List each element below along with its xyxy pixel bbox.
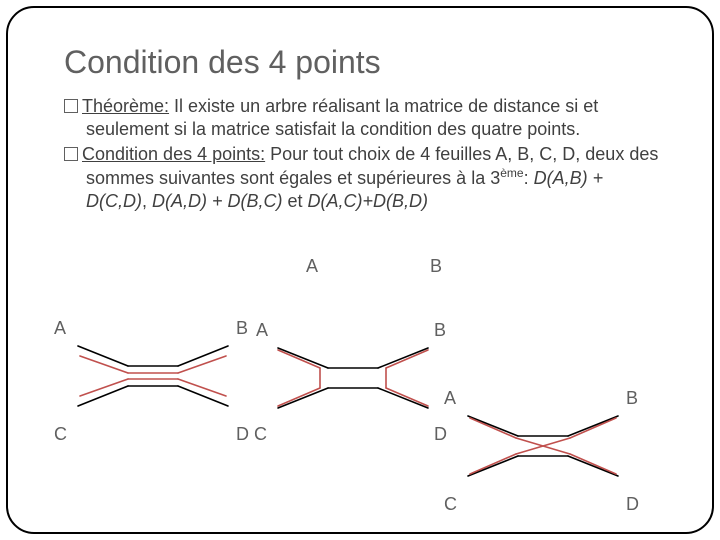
tree-diagram: [258, 320, 458, 440]
tree-label-C: C: [444, 494, 457, 515]
cond-mid: ,: [142, 191, 152, 211]
theorem-label: Théorème:: [82, 96, 169, 116]
tree-label-D: D: [626, 494, 639, 515]
checkbox-icon: [64, 147, 78, 161]
tree-label-A: A: [444, 388, 456, 409]
condition-super: ème: [500, 166, 523, 180]
formula-2: D(A,D) + D(B,C): [152, 191, 283, 211]
tree-label-C: C: [254, 424, 267, 445]
tree-label-A: A: [256, 320, 268, 341]
tree-label-B: B: [626, 388, 638, 409]
tree-label-B: B: [236, 318, 248, 339]
slide-title: Condition des 4 points: [64, 44, 668, 81]
condition-label: Condition des 4 points:: [82, 144, 265, 164]
condition-para: Condition des 4 points: Pour tout choix …: [86, 143, 668, 213]
overlay-label-B: B: [430, 256, 442, 277]
tree-label-D: D: [236, 424, 249, 445]
tree-label-C: C: [54, 424, 67, 445]
tree-label-D: D: [434, 424, 447, 445]
diagrams-area: ABCDABCDABABCD: [8, 318, 712, 538]
theorem-para: Théorème: Il existe un arbre réalisant l…: [86, 95, 668, 141]
condition-text-b: :: [524, 168, 534, 188]
tree-diagram: [58, 318, 258, 438]
slide-frame: Condition des 4 points Théorème: Il exis…: [6, 6, 714, 534]
tree-label-B: B: [434, 320, 446, 341]
checkbox-icon: [64, 99, 78, 113]
cond-and: et: [283, 191, 308, 211]
slide-body: Théorème: Il existe un arbre réalisant l…: [64, 95, 668, 213]
tree-diagram: [448, 388, 648, 508]
tree-label-A: A: [54, 318, 66, 339]
overlay-label-A: A: [306, 256, 318, 277]
formula-3: D(A,C)+D(B,D): [308, 191, 429, 211]
